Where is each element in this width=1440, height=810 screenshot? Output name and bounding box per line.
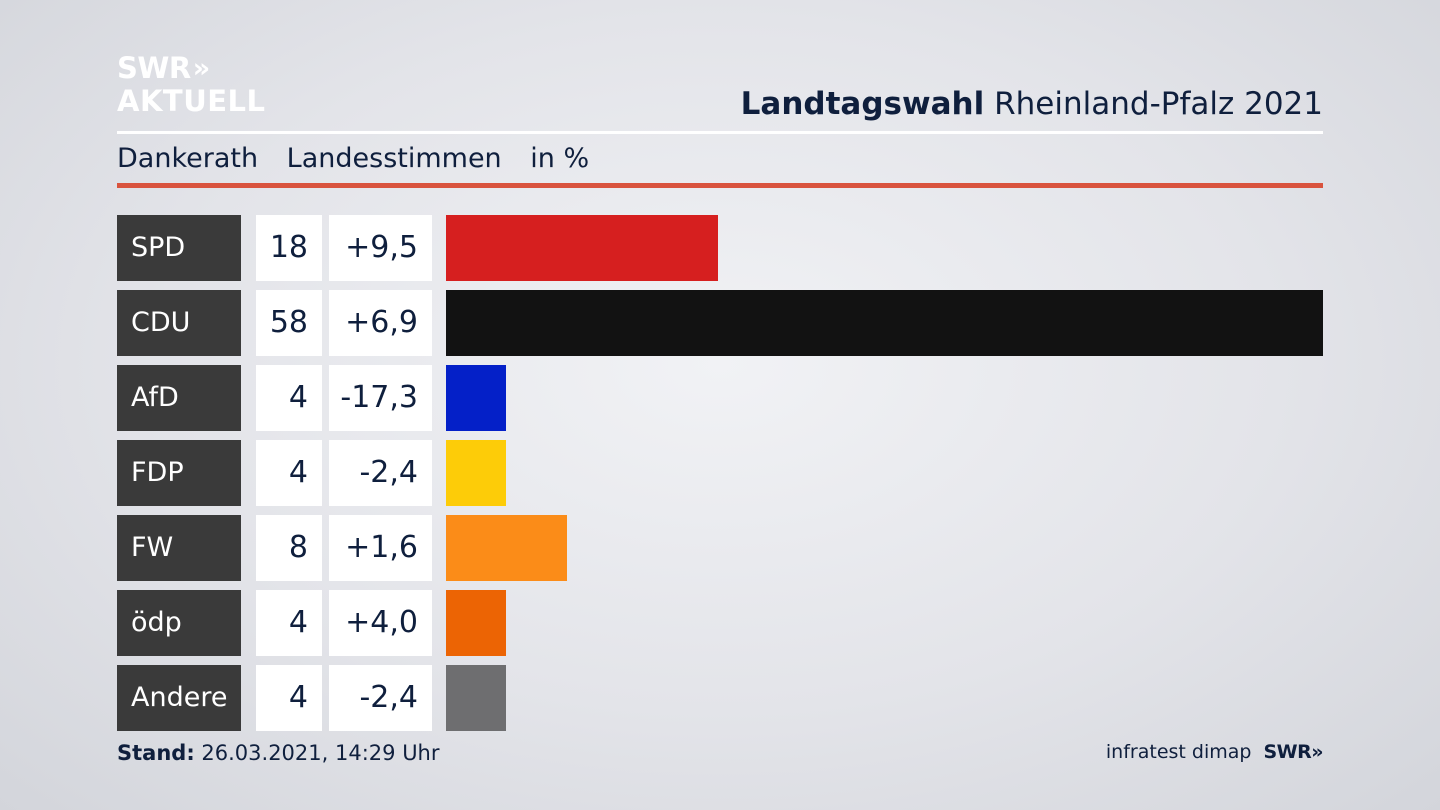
chart-subtitle: Dankerath Landesstimmen in % [117,143,609,174]
bar-afd [446,365,506,431]
vote-share-change: -2,4 [329,440,432,506]
chart-title-bold: Landtagswahl [740,86,985,122]
party-label: FW [117,515,241,581]
bar-fw [446,515,567,581]
chart-title-rest: Rheinland-Pfalz 2021 [994,86,1323,122]
party-label: CDU [117,290,241,356]
vote-share-value: 8 [256,515,322,581]
swr-logo-small: SWR» [1263,741,1323,763]
accent-divider [117,183,1323,188]
subtitle-kind: Landesstimmen [286,143,502,174]
vote-share-value: 4 [256,665,322,731]
bar-andere [446,665,506,731]
result-row-fw: FW 8 +1,6 [117,515,1323,581]
bar-spd [446,215,718,281]
vote-share-change: +9,5 [329,215,432,281]
logo-swr: SWR [117,51,191,85]
party-label: ödp [117,590,241,656]
logo-aktuell: AKTUELL [117,84,266,118]
result-row-cdu: CDU 58 +6,9 [117,290,1323,356]
result-row-ödp: ödp 4 +4,0 [117,590,1323,656]
logo-chevrons-icon: » [192,53,211,84]
source-credit: infratest dimap SWR» [1105,741,1324,763]
party-label: SPD [117,215,241,281]
vote-share-value: 4 [256,590,322,656]
vote-share-change: +1,6 [329,515,432,581]
bar-fdp [446,440,506,506]
vote-share-change: -2,4 [329,665,432,731]
subtitle-unit: in % [530,143,590,174]
timestamp: Stand: 26.03.2021, 14:29 Uhr [117,741,440,765]
party-label: AfD [117,365,241,431]
timestamp-value: 26.03.2021, 14:29 Uhr [201,741,440,765]
header-divider [117,131,1323,134]
vote-share-value: 58 [256,290,322,356]
result-row-andere: Andere 4 -2,4 [117,665,1323,731]
vote-share-value: 18 [256,215,322,281]
vote-share-change: +6,9 [329,290,432,356]
bar-cdu [446,290,1323,356]
vote-share-change: -17,3 [329,365,432,431]
chart-title: Landtagswahl Rheinland-Pfalz 2021 [741,86,1323,122]
result-row-fdp: FDP 4 -2,4 [117,440,1323,506]
party-label: FDP [117,440,241,506]
result-row-spd: SPD 18 +9,5 [117,215,1323,281]
bar-ödp [446,590,506,656]
vote-share-value: 4 [256,440,322,506]
timestamp-label: Stand: [117,741,195,765]
subtitle-place: Dankerath [117,143,259,174]
result-row-afd: AfD 4 -17,3 [117,365,1323,431]
source-name: infratest dimap [1105,741,1252,763]
swr-aktuell-logo: SWR» AKTUELL [117,54,266,116]
party-label: Andere [117,665,241,731]
vote-share-value: 4 [256,365,322,431]
vote-share-change: +4,0 [329,590,432,656]
